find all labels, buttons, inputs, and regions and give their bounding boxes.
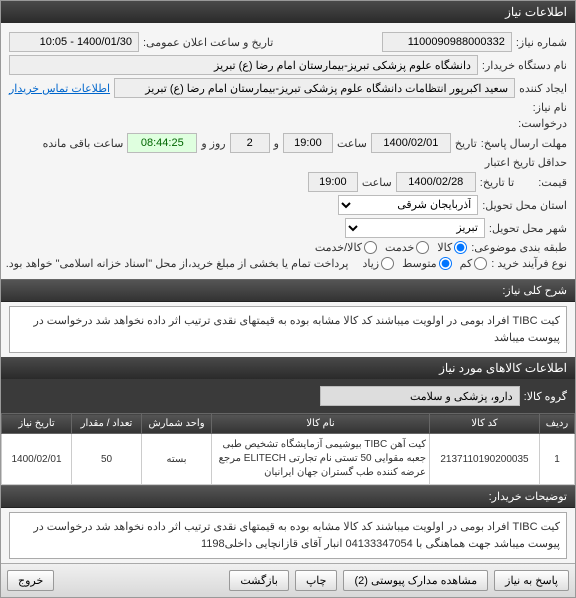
label-date1: تاریخ	[455, 137, 477, 150]
main-container: اطلاعات نیاز شماره نیاز: تاریخ و ساعت اع…	[0, 0, 576, 598]
label-price: قیمت:	[538, 176, 567, 189]
field-pubdate	[9, 32, 139, 52]
td-qty: 50	[72, 434, 142, 485]
select-province[interactable]: آذربایجان شرقی	[338, 195, 478, 215]
close-button[interactable]: بازگشت	[229, 570, 289, 591]
label-time2: ساعت	[362, 176, 392, 189]
exit-button[interactable]: خروج	[7, 570, 54, 591]
td-code: 2137110190200035	[430, 434, 540, 485]
radio-med[interactable]: متوسط	[402, 257, 452, 270]
th-code: کد کالا	[430, 414, 540, 434]
th-date: تاریخ نیاز	[2, 414, 72, 434]
field-deaddate	[371, 133, 451, 153]
items-header: اطلاعات کالاهای مورد نیاز	[1, 357, 575, 379]
radio-goods-input[interactable]	[454, 241, 467, 254]
td-row: 1	[540, 434, 575, 485]
label-city: شهر محل تحویل:	[489, 222, 567, 235]
field-validdate	[396, 172, 476, 192]
info-header: اطلاعات نیاز	[1, 1, 575, 23]
radio-both-input[interactable]	[364, 241, 377, 254]
field-validtime	[308, 172, 358, 192]
label-validdate: حداقل تاریخ اعتبار	[485, 156, 567, 169]
label-request: درخواست:	[518, 117, 567, 130]
buyerdesc-box: کیت TIBC افراد بومی در اولویت میباشند کد…	[9, 512, 567, 559]
th-row: ردیف	[540, 414, 575, 434]
th-qty: تعداد / مقدار	[72, 414, 142, 434]
item-group-row: گروه کالا:	[1, 379, 575, 413]
radio-service[interactable]: خدمت	[385, 241, 429, 254]
field-deadtime	[283, 133, 333, 153]
attach-button[interactable]: مشاهده مدارک پیوستی (2)	[343, 570, 488, 591]
contact-link[interactable]: اطلاعات تماس خریدار	[9, 82, 110, 95]
radio-low-label: کم	[460, 257, 473, 270]
label-buyer: نام دستگاه خریدار:	[482, 59, 567, 72]
field-buyer	[9, 55, 478, 75]
label-deadline: مهلت ارسال پاسخ:	[481, 137, 567, 150]
field-reqno	[382, 32, 512, 52]
radio-med-input[interactable]	[439, 257, 452, 270]
table-row: 1 2137110190200035 کیت آهن TIBC بیوشیمی …	[2, 434, 575, 485]
label-creator: ایجاد کننده	[519, 82, 567, 95]
radio-high-input[interactable]	[381, 257, 394, 270]
td-unit: بسته	[142, 434, 212, 485]
desc-box: کیت TIBC افراد بومی در اولویت میباشند کد…	[9, 306, 567, 353]
proc-radios: کم متوسط زیاد	[362, 257, 487, 270]
field-creator	[114, 78, 515, 98]
print-button[interactable]: چاپ	[295, 570, 338, 591]
label-time1: ساعت	[337, 137, 367, 150]
field-days	[230, 133, 270, 153]
radio-high[interactable]: زیاد	[362, 257, 394, 270]
group-radios: کالا خدمت کالا/خدمت	[315, 241, 467, 254]
radio-goods-label: کالا	[437, 241, 452, 254]
label-remain: ساعت باقی مانده	[43, 137, 124, 150]
radio-goods[interactable]: کالا	[437, 241, 467, 254]
field-remain	[127, 133, 197, 153]
radio-service-label: خدمت	[385, 241, 414, 254]
th-unit: واحد شمارش	[142, 414, 212, 434]
radio-low[interactable]: کم	[460, 257, 488, 270]
radio-low-input[interactable]	[474, 257, 487, 270]
th-name: نام کالا	[212, 414, 430, 434]
label-province: استان محل تحویل:	[482, 199, 567, 212]
label-itemgroup: گروه کالا:	[524, 390, 567, 403]
radio-med-label: متوسط	[402, 257, 437, 270]
label-and: و	[274, 137, 279, 150]
info-section: شماره نیاز: تاریخ و ساعت اعلان عمومی: نا…	[1, 23, 575, 279]
note-text: پرداخت تمام یا بخشی از مبلغ خرید،از محل …	[6, 257, 349, 270]
label-reqno: شماره نیاز:	[516, 36, 567, 49]
radio-service-input[interactable]	[416, 241, 429, 254]
label-group: طبقه بندی موضوعی:	[471, 241, 567, 254]
radio-both[interactable]: کالا/خدمت	[315, 241, 377, 254]
label-dayand: روز و	[201, 137, 225, 150]
label-reqname: نام نیاز:	[533, 101, 567, 114]
td-date: 1400/02/01	[2, 434, 72, 485]
label-pubdate: تاریخ و ساعت اعلان عمومی:	[143, 36, 273, 49]
td-name: کیت آهن TIBC بیوشیمی آزمایشگاه تشخیص طبی…	[212, 434, 430, 485]
desc-label: شرح کلی نیاز:	[1, 279, 575, 302]
radio-high-label: زیاد	[362, 257, 379, 270]
buyerdesc-label: توضیحات خریدار:	[1, 485, 575, 508]
items-table: ردیف کد کالا نام کالا واحد شمارش تعداد /…	[1, 413, 575, 485]
label-proctype: نوع فرآیند خرید :	[491, 257, 567, 270]
select-city[interactable]: تبریز	[345, 218, 485, 238]
footer: پاسخ به نیاز مشاهده مدارک پیوستی (2) چاپ…	[1, 563, 575, 597]
label-until: تا تاریخ:	[480, 176, 514, 189]
radio-both-label: کالا/خدمت	[315, 241, 362, 254]
reply-button[interactable]: پاسخ به نیاز	[494, 570, 569, 591]
field-itemgroup	[320, 386, 520, 406]
